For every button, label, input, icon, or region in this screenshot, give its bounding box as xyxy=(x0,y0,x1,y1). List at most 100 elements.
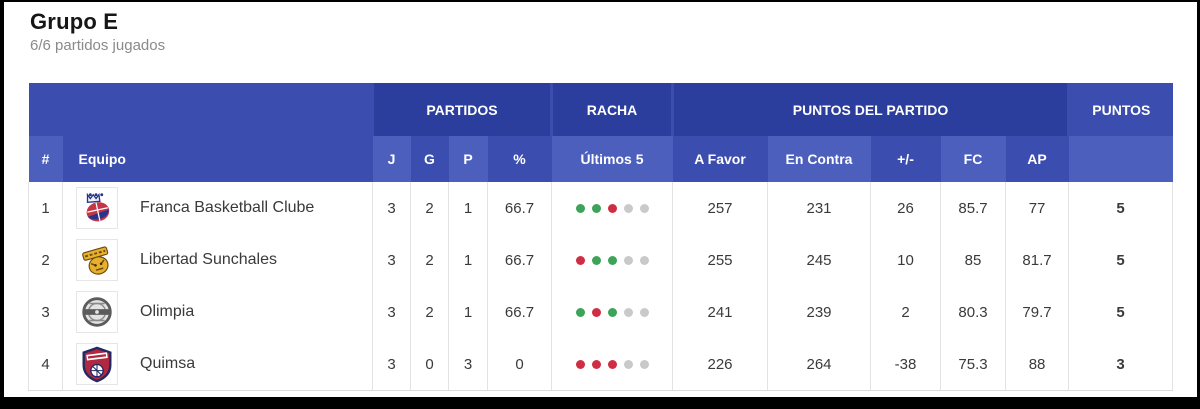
ap-cell: 81.7 xyxy=(1004,234,1069,286)
j-cell: 3 xyxy=(372,286,411,338)
streak-dot xyxy=(575,255,585,265)
plus-minus-cell: 26 xyxy=(870,182,941,234)
fc-cell: 85 xyxy=(940,234,1006,286)
group-header-racha: RACHA xyxy=(550,83,674,136)
plus-minus-cell: 2 xyxy=(870,286,941,338)
team-name: Libertad Sunchales xyxy=(140,251,277,268)
streak-dot xyxy=(575,203,585,213)
group-header-puntos: PUNTOS xyxy=(1068,83,1173,136)
streak-dot xyxy=(575,307,585,317)
p-cell: 1 xyxy=(448,286,488,338)
team-cell: Libertad Sunchales xyxy=(62,234,373,286)
ap-cell: 88 xyxy=(1004,338,1069,391)
pct-cell: 66.7 xyxy=(487,234,552,286)
en-contra-cell: 239 xyxy=(767,286,871,338)
standings-table: PARTIDOS RACHA PUNTOS DEL PARTIDO PUNTOS… xyxy=(28,83,1174,391)
pct-cell: 66.7 xyxy=(487,286,552,338)
col-header-j: J xyxy=(372,136,411,182)
en-contra-cell: 264 xyxy=(767,338,871,391)
streak-dot xyxy=(607,255,617,265)
team-cell: Franca Basketball Clube xyxy=(62,182,373,234)
olimpia-logo xyxy=(76,291,118,333)
team-cell: Quimsa xyxy=(62,338,373,391)
col-header-en-contra: En Contra xyxy=(767,136,871,182)
col-header-a-favor: A Favor xyxy=(672,136,768,182)
plus-minus-cell: -38 xyxy=(870,338,941,391)
rank-cell: 1 xyxy=(28,182,63,234)
puntos-cell: 5 xyxy=(1068,234,1174,286)
table-header: PARTIDOS RACHA PUNTOS DEL PARTIDO PUNTOS… xyxy=(28,83,1173,182)
table-row-libertad: 2 xyxy=(28,234,1174,286)
streak-dot xyxy=(623,307,633,317)
ap-cell: 77 xyxy=(1004,182,1069,234)
table-row-franca: 1 F xyxy=(28,182,1174,234)
col-header-puntos-empty xyxy=(1068,136,1173,182)
group-header-partidos: PARTIDOS xyxy=(371,83,553,136)
a-favor-cell: 241 xyxy=(672,286,768,338)
pct-cell: 66.7 xyxy=(487,182,552,234)
col-header-p: P xyxy=(448,136,488,182)
p-cell: 1 xyxy=(448,234,488,286)
group-header-puntos-del-partido: PUNTOS DEL PARTIDO xyxy=(670,83,1071,136)
col-header-ap: AP xyxy=(1005,136,1069,182)
p-cell: 3 xyxy=(448,338,488,391)
streak-dot xyxy=(623,359,633,369)
streak-last5-cell xyxy=(551,338,673,391)
puntos-cell: 3 xyxy=(1068,338,1174,391)
streak-last5-cell xyxy=(551,286,673,338)
group-header-row: PARTIDOS RACHA PUNTOS DEL PARTIDO PUNTOS xyxy=(28,83,1173,136)
streak-dot xyxy=(607,203,617,213)
en-contra-cell: 231 xyxy=(767,182,871,234)
standings-page: Grupo E 6/6 partidos jugados PARTIDOS RA… xyxy=(4,9,1197,391)
streak-dot xyxy=(639,307,649,317)
streak-dot xyxy=(623,203,633,213)
streak-dot xyxy=(591,307,601,317)
team-name: Quimsa xyxy=(140,355,196,372)
g-cell: 2 xyxy=(410,286,449,338)
p-cell: 1 xyxy=(448,182,488,234)
quimsa-logo xyxy=(76,343,118,385)
table-row-quimsa: 4 Q xyxy=(28,338,1174,391)
g-cell: 2 xyxy=(410,182,449,234)
j-cell: 3 xyxy=(372,234,411,286)
pct-cell: 0 xyxy=(487,338,552,391)
g-cell: 0 xyxy=(410,338,449,391)
team-cell: Olimpia xyxy=(62,286,373,338)
streak-last5-cell xyxy=(551,234,673,286)
ap-cell: 79.7 xyxy=(1004,286,1069,338)
rank-cell: 3 xyxy=(28,286,63,338)
plus-minus-cell: 10 xyxy=(870,234,941,286)
en-contra-cell: 245 xyxy=(767,234,871,286)
streak-dot xyxy=(639,359,649,369)
franca-basketball-clube-logo xyxy=(76,187,118,229)
streak-dot xyxy=(623,255,633,265)
fc-cell: 85.7 xyxy=(940,182,1006,234)
page-title: Grupo E xyxy=(30,9,119,34)
a-favor-cell: 255 xyxy=(672,234,768,286)
group-header-empty xyxy=(28,83,373,136)
col-header-rank: # xyxy=(28,136,63,182)
puntos-cell: 5 xyxy=(1068,286,1174,338)
streak-dot xyxy=(591,359,601,369)
table-body: 1 F xyxy=(28,182,1174,391)
column-header-row: # Equipo J G P % Últimos 5 A Favor En Co… xyxy=(28,136,1173,182)
g-cell: 2 xyxy=(410,234,449,286)
streak-dot xyxy=(591,255,601,265)
fc-cell: 75.3 xyxy=(940,338,1006,391)
rank-cell: 2 xyxy=(28,234,63,286)
matches-played-subtitle: 6/6 partidos jugados xyxy=(30,37,166,54)
streak-dot xyxy=(591,203,601,213)
table-row-olimpia: 3 O xyxy=(28,286,1174,338)
col-header-equipo: Equipo xyxy=(62,136,373,182)
puntos-cell: 5 xyxy=(1068,182,1174,234)
streak-dot xyxy=(575,359,585,369)
streak-dot xyxy=(607,359,617,369)
col-header-g: G xyxy=(410,136,449,182)
a-favor-cell: 226 xyxy=(672,338,768,391)
col-header-plus-minus: +/- xyxy=(870,136,941,182)
team-name: Olimpia xyxy=(140,303,195,320)
j-cell: 3 xyxy=(372,338,411,391)
fc-cell: 80.3 xyxy=(940,286,1006,338)
col-header-ultimos5: Últimos 5 xyxy=(551,136,673,182)
